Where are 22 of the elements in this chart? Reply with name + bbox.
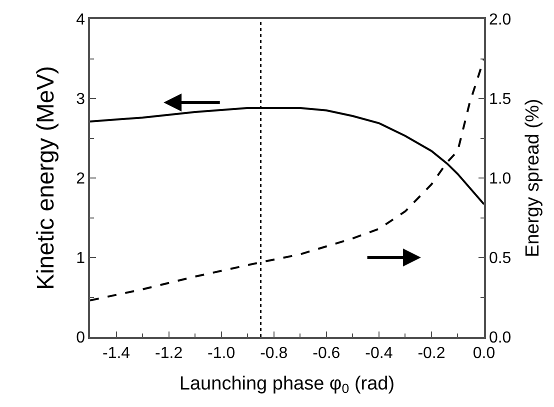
- y-tick-label: 1: [76, 250, 86, 268]
- line-series: [90, 58, 484, 302]
- y2-tick-label: 0.5: [488, 250, 512, 268]
- x-tick-label: -0.6: [312, 344, 340, 362]
- y-tick-label: 3: [76, 91, 86, 108]
- y2-tick-label: 2.0: [488, 12, 512, 29]
- x-axis-title: Launching phase φ$_{0}$ (rad): [179, 373, 395, 396]
- x-tick-label: -1.4: [102, 344, 130, 362]
- y2-tick-label: 1.5: [488, 91, 512, 108]
- y2-axis-title: Energy spread (%): [522, 98, 544, 258]
- x-tick-label: -0.4: [365, 344, 393, 362]
- x-tick-label: -0.2: [418, 344, 446, 362]
- y2-tick-label: 0.0: [488, 330, 512, 347]
- x-tick-label: 0.0: [472, 344, 496, 362]
- y-tick-label: 2: [76, 170, 86, 188]
- y-tick-label: 4: [76, 12, 86, 29]
- y-axis-title: Kinetic energy (MeV): [32, 66, 60, 290]
- y-tick-label: 0: [76, 330, 86, 347]
- x-tick-label: -1.2: [155, 344, 183, 362]
- y2-tick-label: 1.0: [488, 170, 512, 188]
- x-tick-label: -0.8: [260, 344, 288, 362]
- x-tick-label: -1.0: [208, 344, 236, 362]
